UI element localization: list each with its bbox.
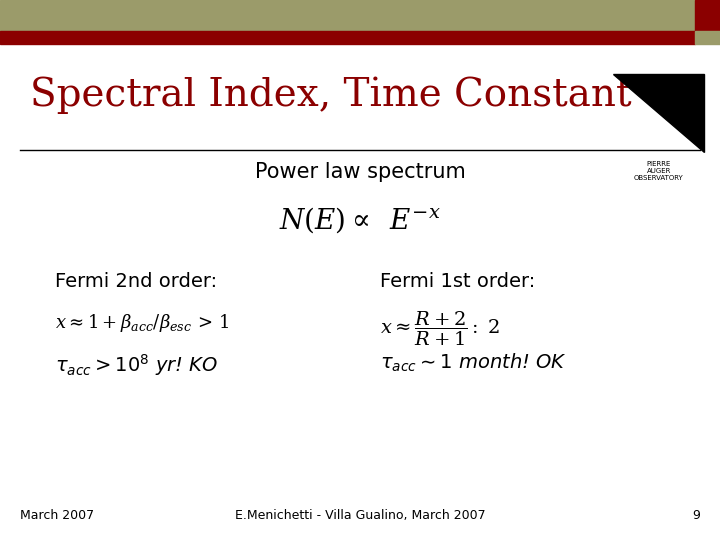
Bar (695, 0, 720, 31)
Bar (0, 0, 695, 31)
Text: E.Menichetti - Villa Gualino, March 2007: E.Menichetti - Villa Gualino, March 2007 (235, 509, 485, 522)
Text: Spectral Index, Time Constant: Spectral Index, Time Constant (30, 76, 631, 113)
Polygon shape (613, 74, 704, 152)
Text: $\tau_{acc}$$\sim 1$ month! OK: $\tau_{acc}$$\sim 1$ month! OK (380, 352, 567, 374)
Text: $\tau_{acc}$$>10^8$ yr! KO: $\tau_{acc}$$>10^8$ yr! KO (55, 352, 218, 378)
Bar (0, 31, 695, 44)
Text: March 2007: March 2007 (20, 509, 94, 522)
Text: PIERRE
AUGER
OBSERVATORY: PIERRE AUGER OBSERVATORY (634, 161, 684, 181)
Text: $N(E) \propto \;\; E^{-x}$: $N(E) \propto \;\; E^{-x}$ (279, 205, 441, 235)
Text: Fermi 2nd order:: Fermi 2nd order: (55, 272, 217, 291)
Bar (695, 31, 720, 44)
Text: Power law spectrum: Power law spectrum (255, 162, 465, 182)
Text: 9: 9 (692, 509, 700, 522)
Text: Fermi 1st order:: Fermi 1st order: (380, 272, 535, 291)
Text: $x \approx \dfrac{R+2}{R+1} :\; 2$: $x \approx \dfrac{R+2}{R+1} :\; 2$ (380, 310, 500, 348)
Text: $x \approx 1 + \beta_{acc}/\beta_{esc}\, >\, 1$: $x \approx 1 + \beta_{acc}/\beta_{esc}\,… (55, 312, 230, 334)
